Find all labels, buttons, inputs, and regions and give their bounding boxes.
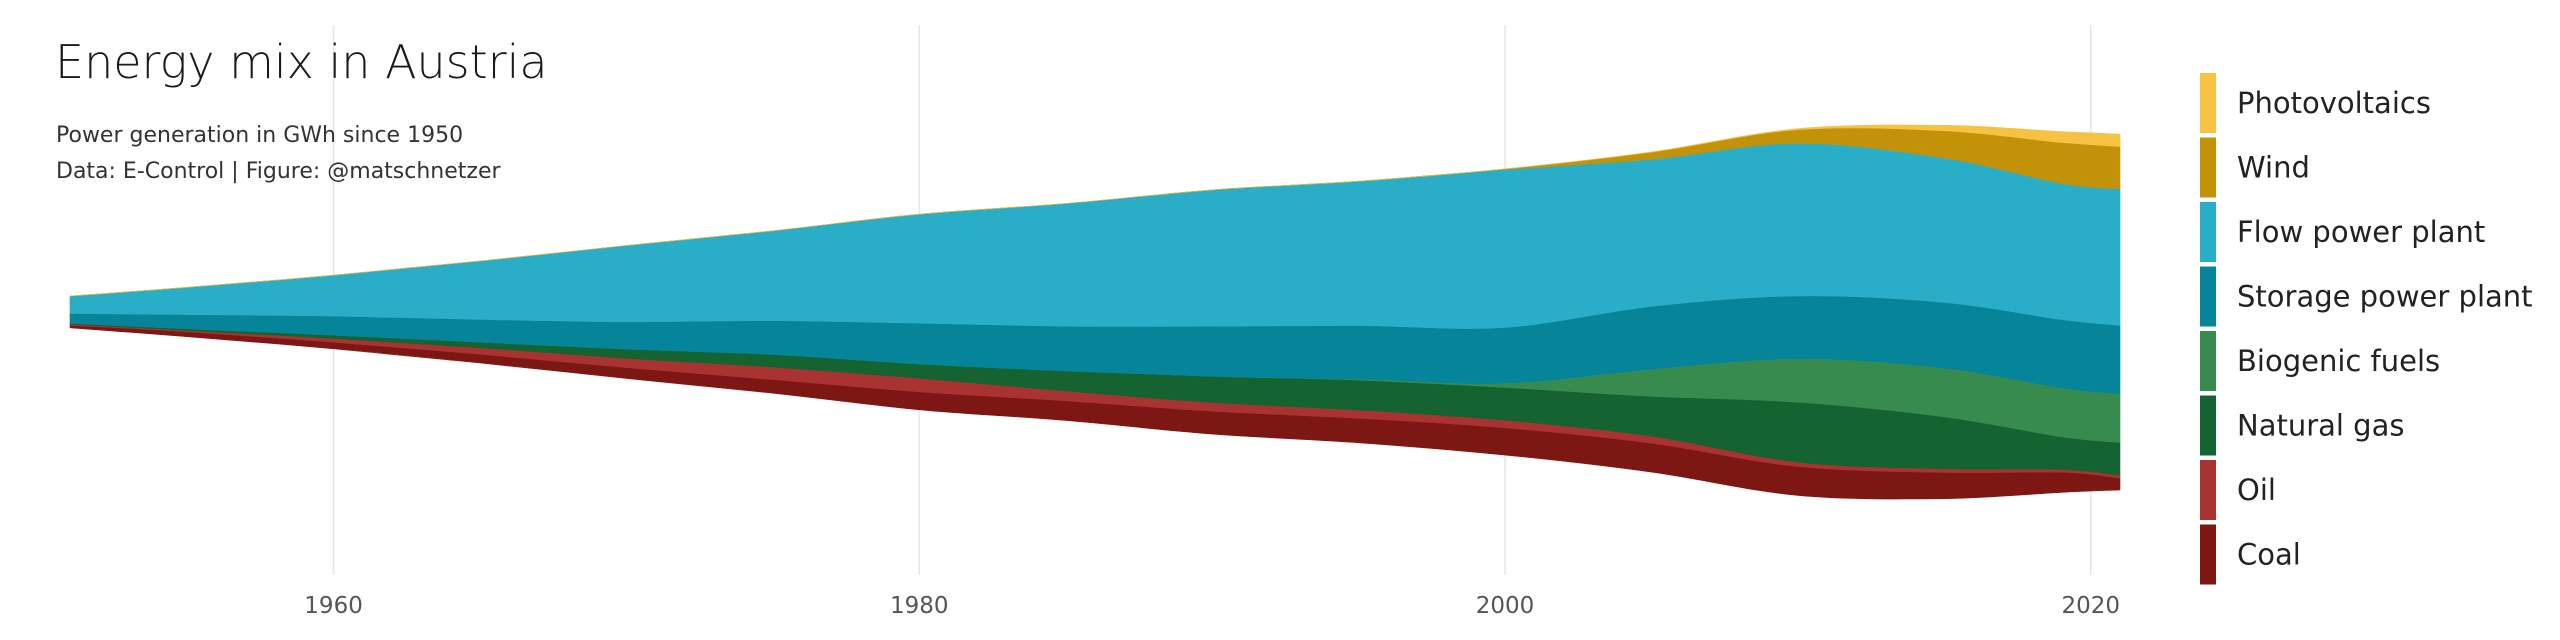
legend-swatch-coal [2200,524,2216,585]
legend-swatch-natural-gas [2200,395,2216,456]
legend-label-flow-power-plant: Flow power plant [2237,215,2485,249]
legend-swatch-photovoltaics [2200,73,2216,133]
legend-swatch-oil [2200,460,2216,520]
area-layer [69,124,2121,500]
x-tick-label-2020: 2020 [2061,593,2120,619]
legend-label-biogenic-fuels: Biogenic fuels [2237,344,2440,378]
chart-caption: Data: E-Control | Figure: @matschnetzer [56,159,501,184]
chart-subtitle: Power generation in GWh since 1950 [56,123,463,148]
legend: Photovoltaics Wind Flow power plant Storage… [2200,73,2533,585]
legend-label-coal: Coal [2237,538,2301,572]
x-axis-ticks: 1960 1980 2000 2020 [304,593,2120,619]
legend-label-natural-gas: Natural gas [2237,409,2404,443]
legend-label-oil: Oil [2237,473,2276,507]
legend-swatch-storage-power-plant [2200,266,2216,327]
x-tick-label-1960: 1960 [304,593,363,619]
legend-label-wind: Wind [2237,151,2310,185]
x-tick-label-2000: 2000 [1476,593,1535,619]
legend-label-storage-power-plant: Storage power plant [2237,280,2533,314]
legend-label-photovoltaics: Photovoltaics [2237,86,2431,120]
legend-swatch-wind [2200,137,2216,198]
legend-swatch-flow-power-plant [2200,202,2216,262]
series-area-photovoltaics [69,124,2121,297]
legend-swatch-biogenic-fuels [2200,331,2216,391]
x-tick-label-1980: 1980 [890,593,949,619]
chart-title: Energy mix in Austria [55,35,548,89]
